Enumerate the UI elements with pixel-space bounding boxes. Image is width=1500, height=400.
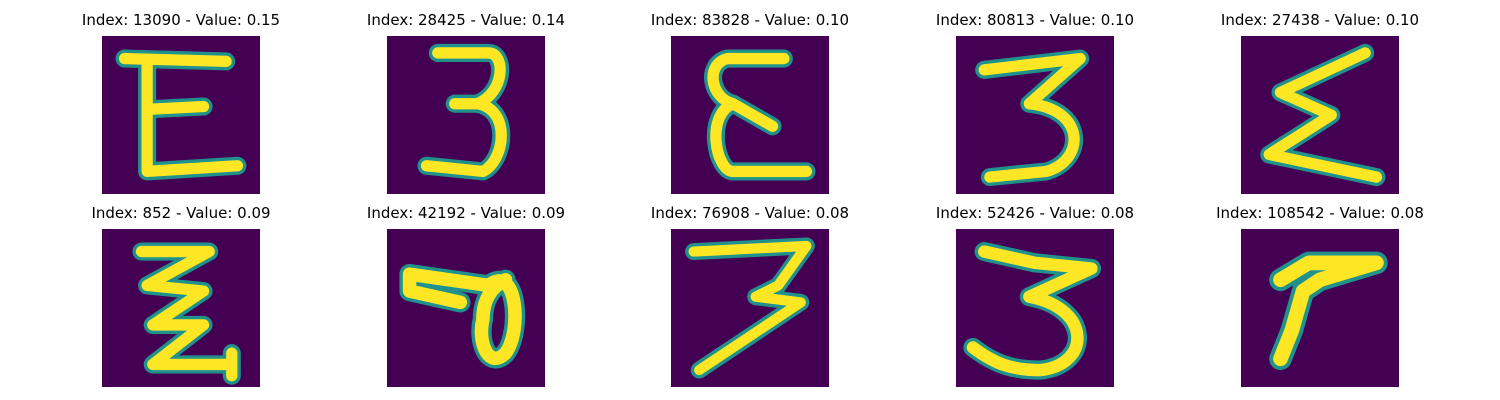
panel-title: Index: 83828 - Value: 0.10 xyxy=(650,11,850,29)
panel-title: Index: 76908 - Value: 0.08 xyxy=(650,204,850,222)
digit-image xyxy=(387,36,545,194)
digit-image xyxy=(102,36,260,194)
digit-image xyxy=(1241,229,1399,387)
digit-image xyxy=(1241,36,1399,194)
panel-title: Index: 852 - Value: 0.09 xyxy=(91,204,271,222)
panel-title: Index: 13090 - Value: 0.15 xyxy=(81,11,281,29)
digit-image xyxy=(956,229,1114,387)
panel-title: Index: 108542 - Value: 0.08 xyxy=(1216,204,1424,222)
digit-image xyxy=(671,229,829,387)
panel-title: Index: 52426 - Value: 0.08 xyxy=(935,204,1135,222)
digit-image xyxy=(102,229,260,387)
panel-title: Index: 27438 - Value: 0.10 xyxy=(1220,11,1420,29)
panel-title: Index: 80813 - Value: 0.10 xyxy=(935,11,1135,29)
panel-title: Index: 42192 - Value: 0.09 xyxy=(366,204,566,222)
digit-image xyxy=(671,36,829,194)
digit-image xyxy=(956,36,1114,194)
panel-title: Index: 28425 - Value: 0.14 xyxy=(366,11,566,29)
digit-image xyxy=(387,229,545,387)
